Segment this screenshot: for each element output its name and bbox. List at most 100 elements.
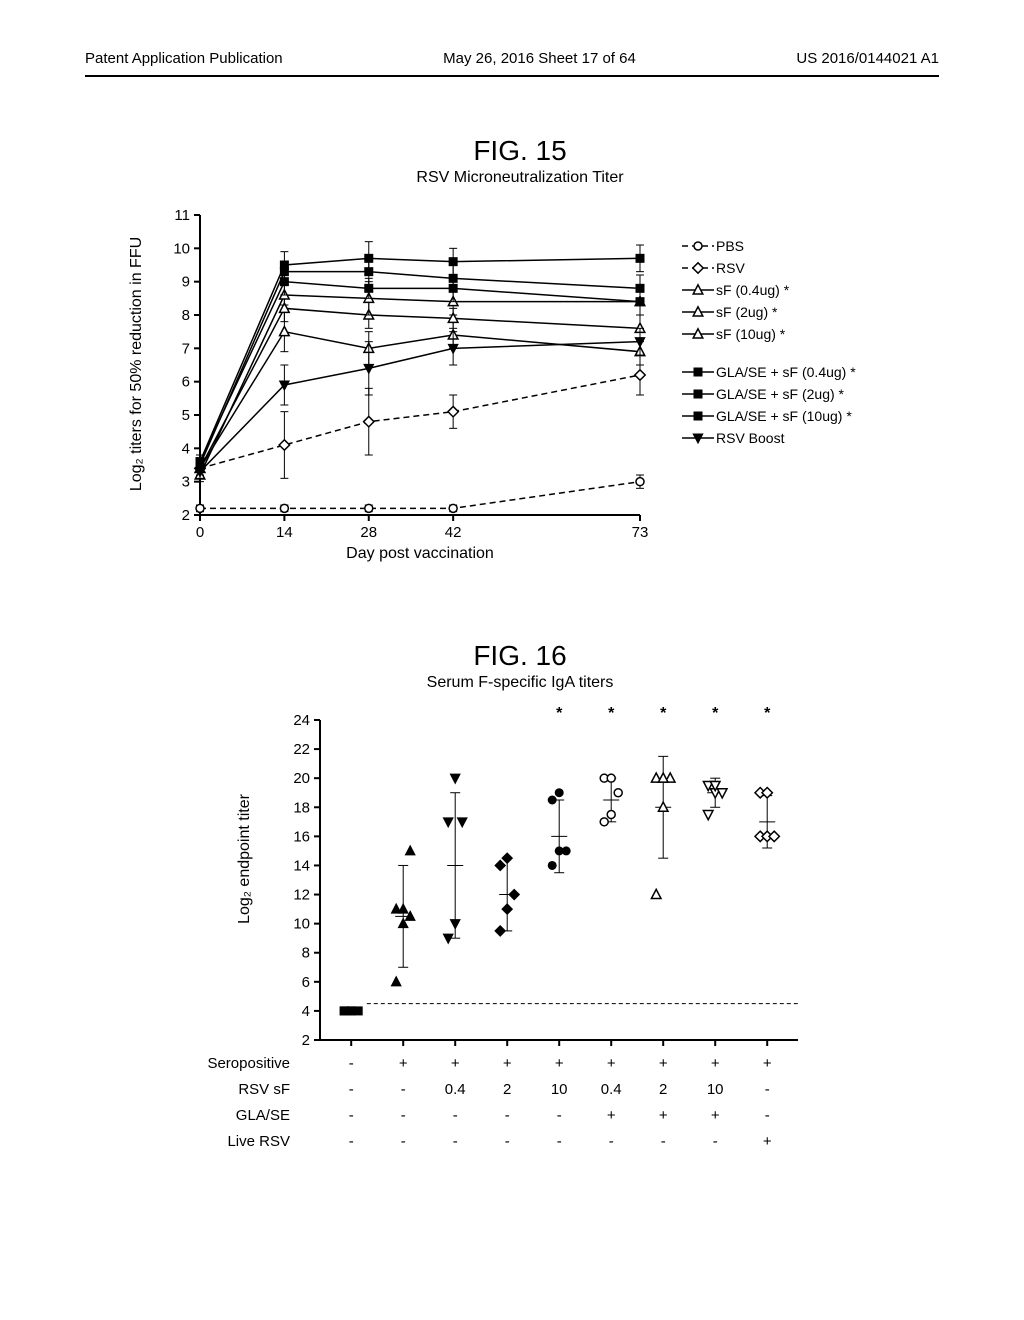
svg-text:14: 14 — [293, 857, 310, 874]
fig15-legend-item: sF (0.4ug) * — [680, 279, 856, 301]
svg-text:2: 2 — [503, 1081, 511, 1098]
svg-text:4: 4 — [182, 440, 190, 457]
fig15-legend-item: sF (2ug) * — [680, 301, 856, 323]
svg-text:6: 6 — [302, 974, 310, 991]
header-rule — [85, 75, 939, 77]
svg-text:+: + — [607, 1107, 616, 1124]
svg-text:5: 5 — [182, 407, 190, 424]
svg-text:-: - — [505, 1107, 510, 1124]
svg-text:0.4: 0.4 — [601, 1081, 622, 1098]
svg-text:+: + — [711, 1107, 720, 1124]
fig15-legend-label: sF (10ug) * — [716, 326, 785, 342]
svg-text:-: - — [505, 1133, 510, 1150]
svg-text:+: + — [711, 1055, 720, 1072]
svg-text:Live RSV: Live RSV — [227, 1133, 290, 1150]
svg-text:8: 8 — [302, 945, 310, 962]
svg-text:+: + — [555, 1055, 564, 1072]
svg-text:-: - — [349, 1107, 354, 1124]
svg-text:-: - — [765, 1081, 770, 1098]
svg-text:2: 2 — [182, 507, 190, 524]
svg-text:RSV sF: RSV sF — [238, 1081, 290, 1098]
fig15-ylabel: Log₂ titers for 50% reduction in FFU — [128, 237, 146, 491]
svg-text:Seropositive: Seropositive — [207, 1055, 290, 1072]
svg-text:73: 73 — [632, 524, 649, 541]
page-header: Patent Application Publication May 26, 2… — [0, 50, 1024, 67]
fig15-legend-label: RSV Boost — [716, 430, 784, 446]
svg-text:-: - — [349, 1133, 354, 1150]
svg-text:10: 10 — [551, 1081, 568, 1098]
figure-15: FIG. 15 RSV Microneutralization Titer 2 3… — [120, 135, 920, 575]
svg-text:6: 6 — [182, 374, 190, 391]
svg-text:9: 9 — [182, 274, 190, 291]
svg-text:-: - — [349, 1081, 354, 1098]
fig16-ylabel: Log₂ endpoint titer — [236, 794, 254, 924]
svg-text:7: 7 — [182, 340, 190, 357]
svg-text:-: - — [401, 1107, 406, 1124]
svg-text:+: + — [399, 1055, 408, 1072]
svg-text:+: + — [451, 1055, 460, 1072]
svg-text:*: * — [608, 705, 615, 722]
fig15-legend-label: GLA/SE + sF (2ug) * — [716, 386, 844, 402]
fig15-legend-label: sF (2ug) * — [716, 304, 777, 320]
fig16-subtitle: Serum F-specific IgA titers — [120, 674, 920, 692]
svg-text:0: 0 — [196, 524, 204, 541]
fig15-legend-label: sF (0.4ug) * — [716, 282, 789, 298]
svg-text:+: + — [659, 1107, 668, 1124]
header-center: May 26, 2016 Sheet 17 of 64 — [443, 50, 636, 67]
svg-text:10: 10 — [293, 916, 310, 933]
fig15-legend-item: RSV Boost — [680, 427, 856, 449]
svg-text:0.4: 0.4 — [445, 1081, 466, 1098]
svg-text:42: 42 — [445, 524, 462, 541]
svg-text:14: 14 — [276, 524, 293, 541]
fig16-chart: 24681012141618202224----+---+0.4--+2--*+… — [120, 700, 920, 1220]
fig15-legend: PBS RSV sF (0.4ug) * sF (2ug) * sF (10ug) * G… — [680, 235, 856, 449]
fig15-legend-label: PBS — [716, 238, 744, 254]
svg-text:*: * — [556, 705, 563, 722]
svg-text:+: + — [763, 1055, 772, 1072]
fig15-legend-item: PBS — [680, 235, 856, 257]
svg-text:-: - — [713, 1133, 718, 1150]
svg-text:3: 3 — [182, 474, 190, 491]
svg-text:+: + — [659, 1055, 668, 1072]
fig15-legend-item: GLA/SE + sF (2ug) * — [680, 383, 856, 405]
fig15-legend-item: GLA/SE + sF (0.4ug) * — [680, 361, 856, 383]
svg-text:-: - — [557, 1107, 562, 1124]
fig15-legend-item: RSV — [680, 257, 856, 279]
fig16-svg: 24681012141618202224----+---+0.4--+2--*+… — [120, 700, 920, 1220]
svg-text:-: - — [765, 1107, 770, 1124]
figure-16: FIG. 16 Serum F-specific IgA titers 2468… — [120, 640, 920, 1220]
svg-text:GLA/SE: GLA/SE — [236, 1107, 290, 1124]
fig15-chart: 234567891011014284273 Log₂ titers for 50… — [120, 195, 920, 575]
svg-text:*: * — [764, 705, 771, 722]
svg-text:4: 4 — [302, 1003, 310, 1020]
svg-text:-: - — [401, 1133, 406, 1150]
svg-text:*: * — [712, 705, 719, 722]
svg-text:-: - — [349, 1055, 354, 1072]
svg-text:-: - — [453, 1133, 458, 1150]
svg-text:22: 22 — [293, 741, 310, 758]
svg-text:24: 24 — [293, 712, 310, 729]
fig15-subtitle: RSV Microneutralization Titer — [120, 169, 920, 187]
svg-text:18: 18 — [293, 799, 310, 816]
svg-text:-: - — [557, 1133, 562, 1150]
svg-text:*: * — [660, 705, 667, 722]
fig15-title: FIG. 15 — [120, 135, 920, 167]
svg-text:20: 20 — [293, 770, 310, 787]
header-left: Patent Application Publication — [85, 50, 283, 67]
fig15-legend-item: GLA/SE + sF (10ug) * — [680, 405, 856, 427]
fig15-legend-label: GLA/SE + sF (10ug) * — [716, 408, 852, 424]
svg-text:16: 16 — [293, 828, 310, 845]
fig15-legend-label: GLA/SE + sF (0.4ug) * — [716, 364, 856, 380]
svg-text:12: 12 — [293, 887, 310, 904]
svg-text:-: - — [609, 1133, 614, 1150]
svg-text:+: + — [607, 1055, 616, 1072]
svg-text:+: + — [763, 1133, 772, 1150]
fig16-title: FIG. 16 — [120, 640, 920, 672]
svg-text:-: - — [661, 1133, 666, 1150]
svg-text:-: - — [401, 1081, 406, 1098]
svg-text:2: 2 — [302, 1032, 310, 1049]
fig15-legend-label: RSV — [716, 260, 745, 276]
svg-text:-: - — [453, 1107, 458, 1124]
svg-text:10: 10 — [173, 240, 190, 257]
svg-text:28: 28 — [360, 524, 377, 541]
